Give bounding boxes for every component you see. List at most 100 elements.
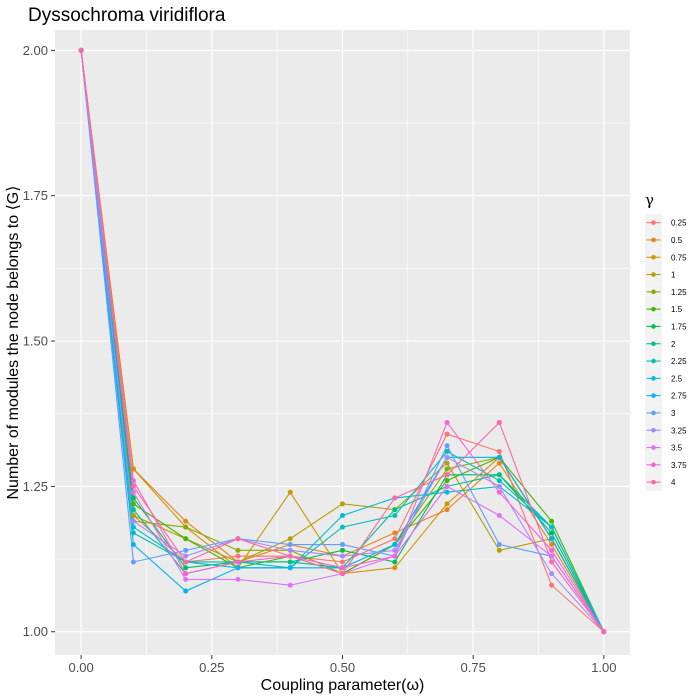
data-point-1 bbox=[340, 501, 345, 507]
data-point-0.25 bbox=[235, 553, 241, 559]
legend-key-point-1 bbox=[651, 272, 656, 277]
legend-label-1.25: 1.25 bbox=[671, 288, 687, 297]
data-point-3.5 bbox=[496, 512, 502, 518]
data-point-1 bbox=[130, 512, 136, 518]
legend-label-2.75: 2.75 bbox=[671, 392, 687, 401]
data-point-1.5 bbox=[549, 518, 555, 524]
data-point-0.5 bbox=[549, 542, 555, 548]
data-point-2.25 bbox=[444, 449, 450, 455]
legend-label-3.5: 3.5 bbox=[671, 444, 683, 453]
data-point-2 bbox=[130, 507, 136, 513]
data-point-3.5 bbox=[287, 582, 293, 588]
data-point-1.75 bbox=[183, 565, 189, 571]
data-point-0.5 bbox=[444, 507, 450, 513]
legend-key-point-0.75 bbox=[651, 254, 656, 260]
legend-key-point-1.25 bbox=[651, 289, 656, 295]
data-point-3.75 bbox=[496, 489, 502, 495]
x-tick-label: 0.25 bbox=[199, 660, 224, 675]
data-point-4 bbox=[78, 47, 84, 53]
legend-label-2.5: 2.5 bbox=[671, 374, 683, 383]
data-point-3.75 bbox=[444, 419, 450, 425]
data-point-2 bbox=[287, 559, 293, 565]
legend-key-point-4 bbox=[651, 479, 656, 485]
legend-label-1: 1 bbox=[671, 271, 676, 280]
data-point-4 bbox=[340, 571, 345, 577]
data-point-2.25 bbox=[130, 530, 136, 536]
data-point-0.5 bbox=[183, 518, 189, 524]
data-point-3 bbox=[183, 547, 189, 553]
data-point-2.75 bbox=[130, 542, 136, 548]
y-tick-label: 2.00 bbox=[23, 43, 48, 58]
data-point-4 bbox=[601, 629, 607, 635]
data-point-4 bbox=[496, 419, 502, 425]
chart-title: Dyssochroma viridiflora bbox=[28, 5, 226, 26]
legend-key-point-0.25 bbox=[651, 220, 656, 225]
data-point-3 bbox=[444, 443, 450, 449]
legend-label-3.25: 3.25 bbox=[671, 426, 687, 435]
data-point-3 bbox=[496, 542, 502, 548]
data-point-0.75 bbox=[392, 565, 398, 571]
data-point-2.75 bbox=[549, 536, 555, 542]
data-point-2.5 bbox=[130, 524, 136, 530]
data-point-2.75 bbox=[235, 565, 241, 571]
legend-label-1.5: 1.5 bbox=[671, 305, 683, 314]
data-point-1.5 bbox=[130, 501, 136, 507]
data-point-3 bbox=[130, 559, 136, 565]
data-point-3.75 bbox=[235, 559, 241, 565]
data-point-2 bbox=[392, 507, 398, 513]
data-point-1 bbox=[444, 460, 450, 466]
legend-label-2: 2 bbox=[671, 340, 676, 349]
data-point-3.75 bbox=[130, 478, 136, 484]
data-point-3.5 bbox=[130, 489, 136, 495]
data-point-0.75 bbox=[130, 466, 136, 472]
legend-title: γ bbox=[645, 191, 654, 209]
data-point-3.75 bbox=[549, 547, 555, 553]
data-point-3.75 bbox=[392, 553, 398, 559]
data-point-4 bbox=[287, 553, 293, 559]
data-point-3.5 bbox=[235, 576, 241, 582]
data-point-3 bbox=[340, 542, 345, 548]
data-point-0.25 bbox=[444, 431, 450, 437]
data-point-1.75 bbox=[392, 559, 398, 565]
data-point-2 bbox=[496, 472, 502, 478]
legend-key-point-3.75 bbox=[651, 462, 656, 468]
legend-key-point-2.75 bbox=[651, 393, 656, 398]
legend-key-point-3.5 bbox=[651, 445, 656, 450]
legend-key-point-2 bbox=[651, 341, 656, 347]
data-point-0.75 bbox=[444, 501, 450, 507]
data-point-3.5 bbox=[444, 483, 450, 489]
data-point-3.25 bbox=[183, 553, 189, 559]
legend: γ 0.25 0.5 0.75 1 1.25 1.5 1.75 2 2.25 2.5 2.75 3 3.… bbox=[645, 191, 687, 491]
data-point-2.5 bbox=[340, 512, 345, 518]
data-point-0.5 bbox=[496, 460, 502, 466]
legend-key-point-1.5 bbox=[651, 306, 656, 312]
y-tick-label: 1.00 bbox=[23, 624, 48, 639]
data-point-0.25 bbox=[340, 559, 345, 565]
data-point-2.25 bbox=[392, 512, 398, 518]
legend-key-point-0.5 bbox=[651, 237, 656, 243]
data-point-2.75 bbox=[183, 588, 189, 594]
legend-label-3: 3 bbox=[671, 409, 676, 418]
data-point-0.25 bbox=[496, 449, 502, 455]
x-axis-title: Coupling parameter(ω) bbox=[261, 677, 425, 694]
data-point-1.5 bbox=[444, 478, 450, 484]
x-tick-label: 0.50 bbox=[330, 660, 355, 675]
legend-label-4: 4 bbox=[671, 478, 676, 487]
data-point-1 bbox=[496, 547, 502, 553]
data-point-3.25 bbox=[496, 483, 502, 489]
x-tick-label: 0.75 bbox=[461, 660, 486, 675]
data-point-3.25 bbox=[287, 547, 293, 553]
y-axis-title: Number of modules the node belongs to ⟨G… bbox=[5, 186, 22, 500]
x-tick-label: 1.00 bbox=[591, 660, 616, 675]
data-point-3.75 bbox=[340, 565, 345, 571]
data-point-4 bbox=[392, 495, 398, 501]
data-point-2.75 bbox=[392, 542, 398, 548]
data-point-3.25 bbox=[444, 454, 450, 460]
data-point-2.75 bbox=[287, 565, 293, 571]
data-point-1.75 bbox=[340, 547, 345, 553]
legend-key-point-3.25 bbox=[651, 427, 656, 433]
legend-label-2.25: 2.25 bbox=[671, 357, 687, 366]
data-point-0.75 bbox=[287, 489, 293, 495]
legend-key-point-2.5 bbox=[651, 376, 656, 381]
